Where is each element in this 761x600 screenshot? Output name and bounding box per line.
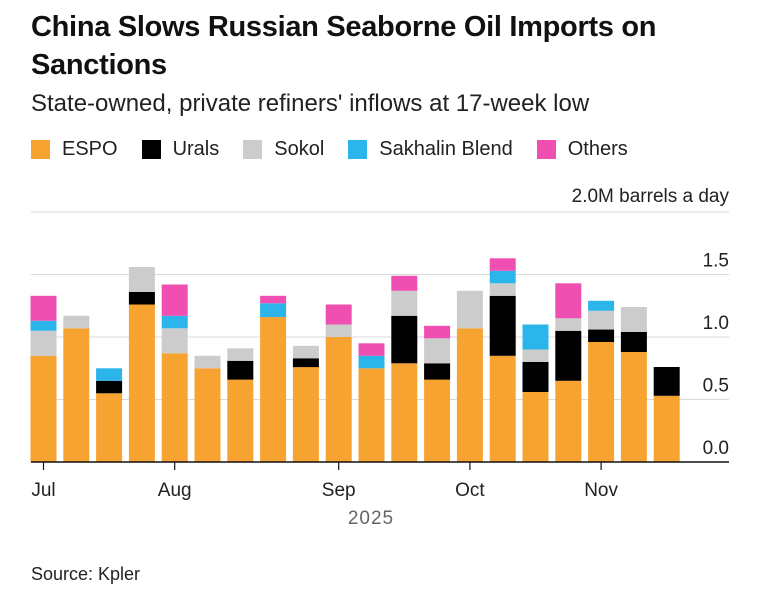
bar-segment-urals <box>391 315 418 364</box>
bar-segment-urals <box>653 367 680 396</box>
bar-segment-sokol <box>588 310 615 330</box>
bar-segment-espo <box>358 368 385 463</box>
bar-segment-urals <box>489 295 516 356</box>
bar-segment-sakhalin-blend <box>522 324 549 350</box>
legend-swatch-espo <box>31 140 50 159</box>
x-tick-label: Oct <box>455 480 485 501</box>
bar-segment-sakhalin-blend <box>260 303 287 318</box>
bar-segment-sokol <box>424 338 451 364</box>
bar-segment-espo <box>96 393 123 463</box>
bar-segment-espo <box>194 368 221 463</box>
bar-segment-espo <box>522 392 549 462</box>
legend-swatch-others <box>536 140 556 159</box>
bar-segment-espo <box>588 342 615 462</box>
legend-swatch-sokol <box>243 140 263 159</box>
legend-item-sokol: Sokol <box>243 138 324 161</box>
bar-segment-espo <box>489 355 516 463</box>
bar-segment-sokol <box>555 318 582 331</box>
legend: ESPO Urals Sokol Sakhalin Blend Others <box>31 138 652 161</box>
bar-segment-sokol <box>522 349 549 362</box>
bar-segment-sakhalin-blend <box>161 315 188 329</box>
bar-segment-sokol <box>325 324 352 337</box>
bar-segment-sakhalin-blend <box>489 270 516 284</box>
legend-swatch-urals <box>141 140 161 159</box>
bar-segment-sakhalin-blend <box>96 368 123 381</box>
bars <box>30 258 680 463</box>
bar-segment-urals <box>620 332 647 352</box>
bar-segment-others <box>424 325 451 339</box>
bar-segment-sokol <box>128 267 155 292</box>
x-tick-label: Sep <box>322 480 356 501</box>
bar-segment-espo <box>260 317 287 462</box>
bar-segment-others <box>325 304 352 325</box>
legend-item-sakhalin-blend: Sakhalin Blend <box>348 138 513 161</box>
bar-segment-sokol <box>63 315 90 329</box>
bar-segment-sokol <box>456 290 483 329</box>
bar-segment-sakhalin-blend <box>30 320 57 331</box>
y-tick-label: 0.0 <box>703 438 729 459</box>
bar-segment-urals <box>292 358 319 368</box>
bar-segment-others <box>260 295 287 304</box>
stacked-bar-chart: 2.0M barrels a day 1.5 1.0 0.5 0.0 Jul Aug Se… <box>30 186 730 529</box>
source-note: Source: Kpler <box>31 564 141 584</box>
bar-segment-espo <box>292 367 319 462</box>
legend-item-others: Others <box>536 138 628 161</box>
bar-segment-sokol <box>227 348 254 361</box>
bar-segment-urals <box>588 329 615 342</box>
bar-segment-urals <box>227 360 254 380</box>
chart-title: China Slows Russian Seaborne Oil Imports… <box>31 11 657 81</box>
bar-segment-sakhalin-blend <box>588 300 615 311</box>
x-axis: Jul Aug Sep Oct Nov <box>31 461 729 501</box>
bar-segment-sokol <box>292 345 319 359</box>
bar-segment-others <box>30 295 57 321</box>
unit-label: 2.0M barrels a day <box>572 186 730 207</box>
x-tick-label: Aug <box>158 480 192 501</box>
chart-subtitle: State-owned, private refiners' inflows a… <box>31 90 590 117</box>
legend-label-urals: Urals <box>172 138 220 160</box>
bar-segment-sokol <box>30 330 57 356</box>
bar-segment-espo <box>227 379 254 462</box>
bar-segment-sokol <box>391 290 418 316</box>
bar-segment-sakhalin-blend <box>358 355 385 369</box>
bar-segment-others <box>391 275 418 291</box>
bar-segment-urals <box>555 330 582 381</box>
legend-label-espo: ESPO <box>62 138 118 160</box>
bar-segment-sokol <box>194 355 221 369</box>
legend-label-sokol: Sokol <box>274 138 325 160</box>
bar-segment-espo <box>30 355 57 463</box>
legend-label-sakhalin-blend: Sakhalin Blend <box>379 138 513 160</box>
year-label: 2025 <box>348 508 394 529</box>
bar-segment-espo <box>456 328 483 463</box>
bar-segment-sokol <box>489 283 516 296</box>
bar-segment-others <box>489 258 516 271</box>
bar-segment-urals <box>128 292 155 305</box>
bar-segment-espo <box>653 395 680 463</box>
y-tick-label: 1.5 <box>703 251 729 272</box>
bar-segment-espo <box>128 304 155 462</box>
bar-segment-urals <box>424 363 451 380</box>
y-tick-label: 0.5 <box>703 376 729 397</box>
bar-segment-others <box>161 284 188 316</box>
bar-segment-espo <box>391 363 418 463</box>
y-tick-label: 1.0 <box>703 313 729 334</box>
bar-segment-espo <box>63 328 90 463</box>
bar-segment-others <box>358 343 385 356</box>
bar-segment-urals <box>96 380 123 394</box>
bar-segment-espo <box>555 380 582 463</box>
y-axis: 1.5 1.0 0.5 0.0 <box>703 251 729 460</box>
bar-segment-espo <box>424 379 451 462</box>
legend-item-urals: Urals <box>141 138 220 161</box>
bar-segment-espo <box>325 337 352 462</box>
legend-item-espo: ESPO <box>31 138 118 161</box>
x-tick-label: Jul <box>31 480 55 501</box>
bar-segment-espo <box>620 352 647 462</box>
bar-segment-others <box>555 283 582 319</box>
bar-segment-sokol <box>620 307 647 332</box>
legend-label-others: Others <box>567 138 628 160</box>
bar-segment-sokol <box>161 328 188 354</box>
bar-segment-urals <box>522 362 549 392</box>
legend-swatch-sakhalin-blend <box>348 140 368 159</box>
x-tick-label: Nov <box>584 480 618 501</box>
bar-segment-espo <box>161 353 188 463</box>
